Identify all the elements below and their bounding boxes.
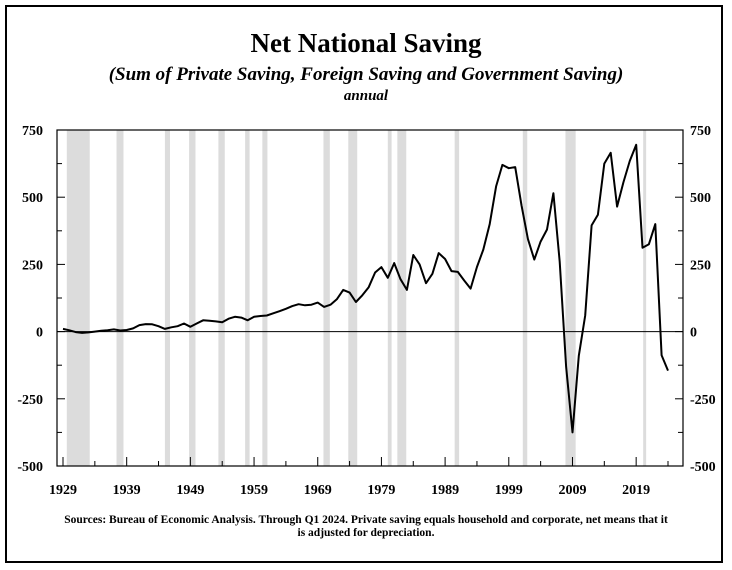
- y-tick-label-left: -250: [17, 393, 43, 408]
- y-tick-label-left: 750: [22, 124, 43, 139]
- recession-band: [323, 130, 330, 466]
- recession-band: [218, 130, 225, 466]
- chart-frame: [5, 5, 723, 563]
- recession-band: [245, 130, 250, 466]
- y-tick-label-left: 0: [36, 326, 43, 341]
- recession-band: [262, 130, 268, 466]
- x-tick-label: 1989: [431, 483, 459, 498]
- x-tick-label: 1979: [367, 483, 395, 498]
- y-tick-label-left: 500: [22, 191, 43, 206]
- y-tick-label-right: 0: [690, 326, 697, 341]
- chart-subtitle: (Sum of Private Saving, Foreign Saving a…: [108, 64, 624, 85]
- x-tick-label: 1969: [304, 483, 332, 498]
- recession-band: [454, 130, 460, 466]
- recession-band: [116, 130, 124, 466]
- y-tick-label-right: 750: [690, 124, 711, 139]
- recession-band: [164, 130, 170, 466]
- x-tick-label: 1929: [49, 483, 77, 498]
- x-tick-label: 1959: [240, 483, 268, 498]
- y-tick-label-right: -250: [690, 393, 716, 408]
- source-note: Sources: Bureau of Economic Analysis. Th…: [64, 514, 668, 539]
- y-tick-label-right: -500: [690, 460, 716, 475]
- x-tick-label: 1999: [495, 483, 523, 498]
- y-tick-label-left: 250: [22, 258, 43, 273]
- recession-band: [565, 130, 576, 466]
- x-tick-label: 1949: [176, 483, 204, 498]
- y-tick-label-left: -500: [17, 460, 43, 475]
- recession-band: [522, 130, 528, 466]
- recession-bands: [66, 130, 647, 466]
- chart-frequency: annual: [343, 88, 389, 104]
- x-tick-label: 2009: [558, 483, 586, 498]
- axes-group: [56, 129, 684, 467]
- y-tick-label-right: 250: [690, 258, 711, 273]
- recession-band: [189, 130, 196, 466]
- recession-band: [643, 130, 647, 466]
- y-tick-label-right: 500: [690, 191, 711, 206]
- recession-band: [387, 130, 392, 466]
- chart-title: Net National Saving: [250, 28, 482, 58]
- recession-band: [397, 130, 407, 466]
- series-line: [62, 143, 669, 434]
- plot-area-border: [56, 129, 684, 467]
- x-tick-label: 1939: [113, 483, 141, 498]
- x-tick-label: 2019: [622, 483, 650, 498]
- ticks-group: -500 -500 -250 -250 0 0 250 250 500 500 750 750 1929…: [17, 124, 715, 498]
- series-group: [62, 143, 669, 434]
- recession-band: [66, 130, 90, 466]
